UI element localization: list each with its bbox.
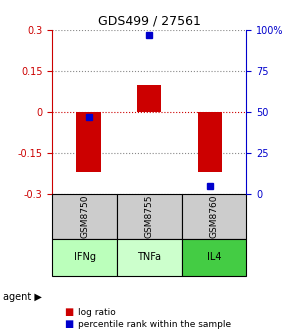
Text: log ratio: log ratio [78,307,116,317]
Text: TNFa: TNFa [137,252,161,262]
FancyBboxPatch shape [52,239,117,276]
Text: ■: ■ [64,306,73,317]
Text: IFNg: IFNg [74,252,96,262]
Text: GSM8755: GSM8755 [145,195,154,238]
Text: percentile rank within the sample: percentile rank within the sample [78,320,231,329]
FancyBboxPatch shape [117,239,182,276]
FancyBboxPatch shape [52,194,117,239]
FancyBboxPatch shape [182,239,246,276]
Text: IL4: IL4 [207,252,221,262]
FancyBboxPatch shape [182,194,246,239]
Text: GSM8760: GSM8760 [210,195,219,238]
Text: GSM8750: GSM8750 [80,195,89,238]
Bar [198,112,222,172]
Title: GDS499 / 27561: GDS499 / 27561 [98,15,201,28]
Text: ■: ■ [64,319,73,329]
Text: agent ▶: agent ▶ [3,292,42,302]
Bar [77,112,101,172]
Bar [137,85,162,112]
FancyBboxPatch shape [117,194,182,239]
